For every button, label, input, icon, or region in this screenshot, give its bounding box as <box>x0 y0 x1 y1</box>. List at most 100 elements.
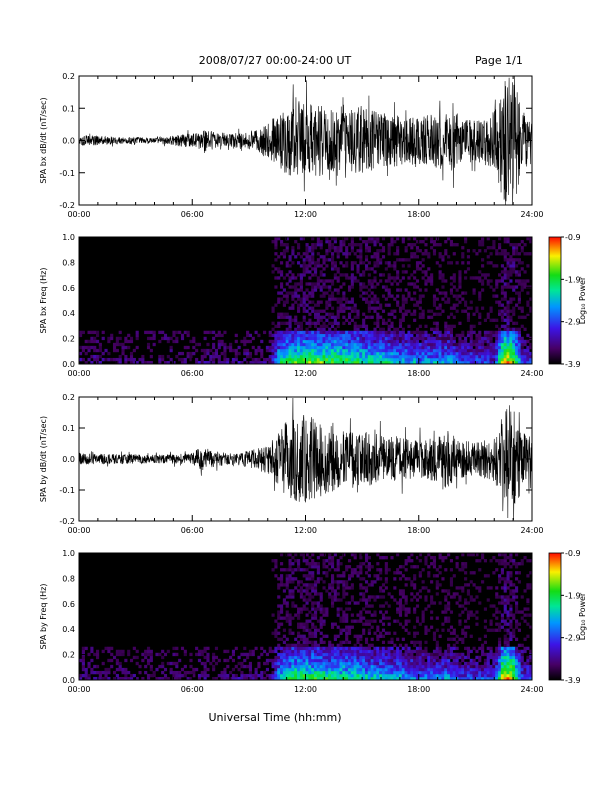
spectrogram-cell <box>257 333 261 338</box>
spectrogram-cell <box>294 354 298 359</box>
spectrogram-cell <box>98 670 102 675</box>
spectrogram-cell <box>268 339 272 344</box>
spectrogram-cell <box>302 357 306 362</box>
spectrogram-cell <box>280 339 284 344</box>
spectrogram-cell <box>347 288 352 292</box>
spectrogram-cell <box>183 330 187 335</box>
spectrogram-cell <box>373 270 377 274</box>
spectrogram-cell <box>376 664 380 669</box>
spectrogram-cell <box>95 652 100 657</box>
spectrogram-cell <box>455 342 459 347</box>
spectrogram-cell <box>226 357 230 362</box>
spectrogram-cell <box>384 339 388 344</box>
spectrogram-cell <box>333 318 337 322</box>
spectrogram-cell <box>93 664 97 669</box>
spectrogram-cell <box>345 601 349 605</box>
spectrogram-cell <box>229 345 233 350</box>
spectrogram-cell <box>319 604 323 608</box>
spectrogram-cell <box>396 646 400 651</box>
spectrogram-cell <box>291 339 295 344</box>
spectrogram-cell <box>84 670 88 675</box>
spectrogram-cell <box>364 300 369 304</box>
spectrogram-cell <box>288 306 292 310</box>
spectrogram-cell <box>489 336 493 341</box>
spectrogram-cell <box>299 625 303 629</box>
spectrogram-cell <box>393 664 397 669</box>
spectrogram-cell <box>444 348 448 353</box>
spectrogram-cell <box>464 577 468 581</box>
spectrogram-cell <box>271 333 275 338</box>
spectrogram-cell <box>529 676 533 681</box>
spectrogram-cell <box>432 673 437 678</box>
spectrogram-cell <box>274 342 278 347</box>
spectrogram-cell <box>515 673 519 678</box>
spectrogram-cell <box>350 264 354 268</box>
spectrogram-cell <box>359 342 363 347</box>
spectrogram-cell <box>424 243 428 247</box>
spectrogram-cell <box>305 264 309 268</box>
spectrogram-cell <box>274 348 278 353</box>
spectrogram-cell <box>305 351 309 356</box>
spectrogram-cell <box>291 667 295 672</box>
spectrogram-cell <box>435 673 439 678</box>
spectrogram-cell <box>362 348 366 353</box>
spectrogram-cell <box>350 619 354 623</box>
spectrogram-cell <box>319 336 323 341</box>
spectrogram-cell <box>438 670 442 675</box>
spectrogram-cell <box>424 345 428 350</box>
spectrogram-cell <box>413 661 417 666</box>
spectrogram-cell <box>347 586 352 590</box>
spectrogram-cell <box>328 348 332 353</box>
spectrogram-cell <box>481 664 485 669</box>
spectrogram-cell <box>90 649 94 654</box>
spectrogram-cell <box>370 664 374 669</box>
spectrogram-cell <box>503 327 507 332</box>
spectrogram-cell <box>302 643 306 648</box>
spectrogram-cell <box>282 339 286 344</box>
spectrogram-cell <box>432 652 437 657</box>
spectrogram-cell <box>305 336 309 341</box>
spectrogram-cell <box>515 670 519 675</box>
spectrogram-cell <box>362 667 366 672</box>
spectrogram-cell <box>503 276 507 280</box>
spectrogram-cell <box>523 556 527 560</box>
spectrogram-cell <box>135 360 139 365</box>
spectrogram-cell <box>231 649 236 654</box>
spectrogram-cell <box>328 342 332 347</box>
spectrogram-cell <box>285 291 289 295</box>
spectrogram-cell <box>319 646 323 651</box>
spectrogram-cell <box>316 604 320 608</box>
spectrogram-cell <box>483 249 487 253</box>
spectrogram-cell <box>282 351 286 356</box>
spectrogram-cell <box>367 661 371 666</box>
spectrogram-cell <box>384 601 388 605</box>
spectrogram-cell <box>413 255 417 259</box>
spectrogram-cell <box>339 556 343 560</box>
spectrogram-cell <box>483 667 487 672</box>
spectrogram-cell <box>316 571 320 575</box>
spectrogram-cell <box>498 562 502 566</box>
spectrogram-cell <box>282 673 286 678</box>
spectrogram-cell <box>393 351 397 356</box>
spectrogram-cell <box>495 661 499 666</box>
spectrogram-cell <box>379 306 383 310</box>
spectrogram-cell <box>339 306 343 310</box>
spectrogram-cell <box>345 616 349 620</box>
spectrogram-cell <box>299 652 303 657</box>
spectrogram-cell <box>523 342 527 347</box>
spectrogram-cell <box>373 240 377 244</box>
spectrogram-cell <box>364 264 369 268</box>
spectrogram-cell <box>347 676 352 681</box>
spectrogram-cell <box>407 658 411 663</box>
spectrogram-cell <box>529 667 533 672</box>
spectrogram-cell <box>449 559 454 563</box>
spectrogram-cell <box>506 622 510 626</box>
spectrogram-cell <box>313 285 318 289</box>
spectrogram-cell <box>517 628 521 632</box>
spectrogram-cell <box>517 354 521 359</box>
spectrogram-cell <box>302 559 306 563</box>
spectrogram-cell <box>299 282 303 286</box>
spectrogram-cell <box>393 655 397 660</box>
spectrogram-cell <box>277 336 281 341</box>
spectrogram-cell <box>379 634 383 638</box>
